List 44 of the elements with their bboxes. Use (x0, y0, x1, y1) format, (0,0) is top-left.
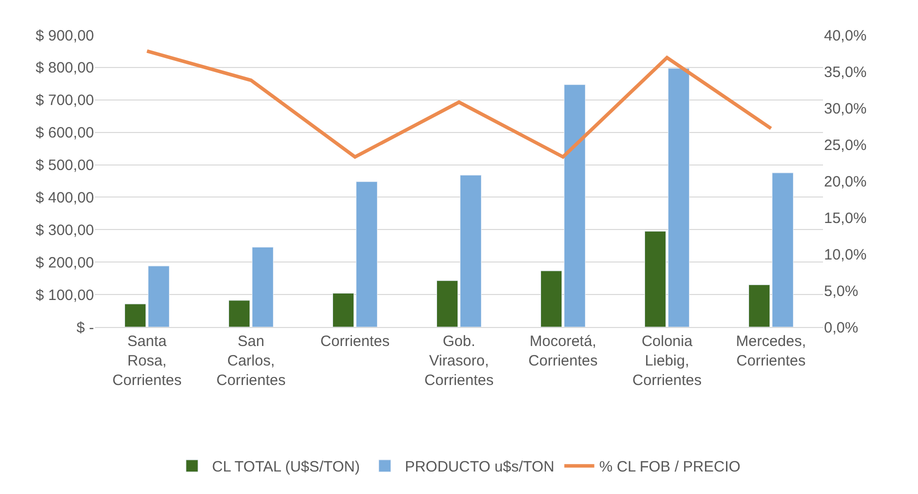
y-tick-label: $ 900,00 (36, 27, 94, 44)
y2-tick-label: 35,0% (824, 64, 867, 81)
x-tick-label: Mocoretá, Corrientes (528, 333, 598, 370)
y-tick-label: $ 400,00 (36, 189, 94, 206)
x-tick-label: Colonia Liebig, Corrientes (632, 333, 702, 389)
bar (748, 284, 770, 327)
y2-tick-label: 25,0% (824, 136, 867, 154)
bar (252, 246, 274, 327)
bar (564, 84, 586, 327)
y-tick-label: $ 100,00 (36, 286, 94, 304)
y-tick-label: $ 300,00 (36, 222, 94, 239)
y2-tick-label: 20,0% (824, 173, 867, 190)
bar (644, 231, 666, 327)
x-tick-label: San Carlos, Corrientes (216, 333, 286, 389)
line-series (145, 49, 773, 159)
bar (228, 300, 250, 327)
bar (772, 172, 794, 327)
legend-label: PRODUCTO u$s/TON (404, 458, 554, 476)
x-tick-label: Mercedes, Corrientes (736, 333, 806, 370)
bar (668, 68, 690, 327)
x-tick-label: Gob. Virasoro, Corrientes (424, 333, 494, 389)
bar (332, 293, 354, 327)
y2-tick-label: 10,0% (824, 246, 867, 264)
y2-tick-label: 40,0% (824, 27, 867, 44)
legend-label: % CL FOB / PRECIO (599, 458, 740, 476)
y2-tick-label: 5,0% (824, 282, 858, 300)
bar (540, 270, 562, 327)
x-tick-label: Corrientes (320, 333, 390, 350)
y-tick-label: $ - (76, 319, 94, 336)
y-tick-label: $ 800,00 (36, 60, 94, 77)
y2-tick-label: 0,0% (824, 319, 858, 336)
y-tick-label: $ 500,00 (36, 157, 94, 174)
y-tick-label: $ 200,00 (36, 254, 94, 272)
y2-tick-label: 15,0% (824, 210, 867, 227)
bar (436, 280, 458, 327)
legend-label: CL TOTAL (U$S/TON) (212, 458, 360, 476)
bar (124, 304, 146, 327)
y-tick-label: $ 700,00 (36, 92, 94, 110)
y2-tick-label: 30,0% (824, 100, 867, 118)
bar (148, 266, 170, 327)
bar (460, 174, 482, 327)
y-tick-label: $ 600,00 (36, 124, 94, 142)
x-tick-label: Santa Rosa, Corrientes (112, 333, 182, 389)
bar (356, 181, 378, 327)
